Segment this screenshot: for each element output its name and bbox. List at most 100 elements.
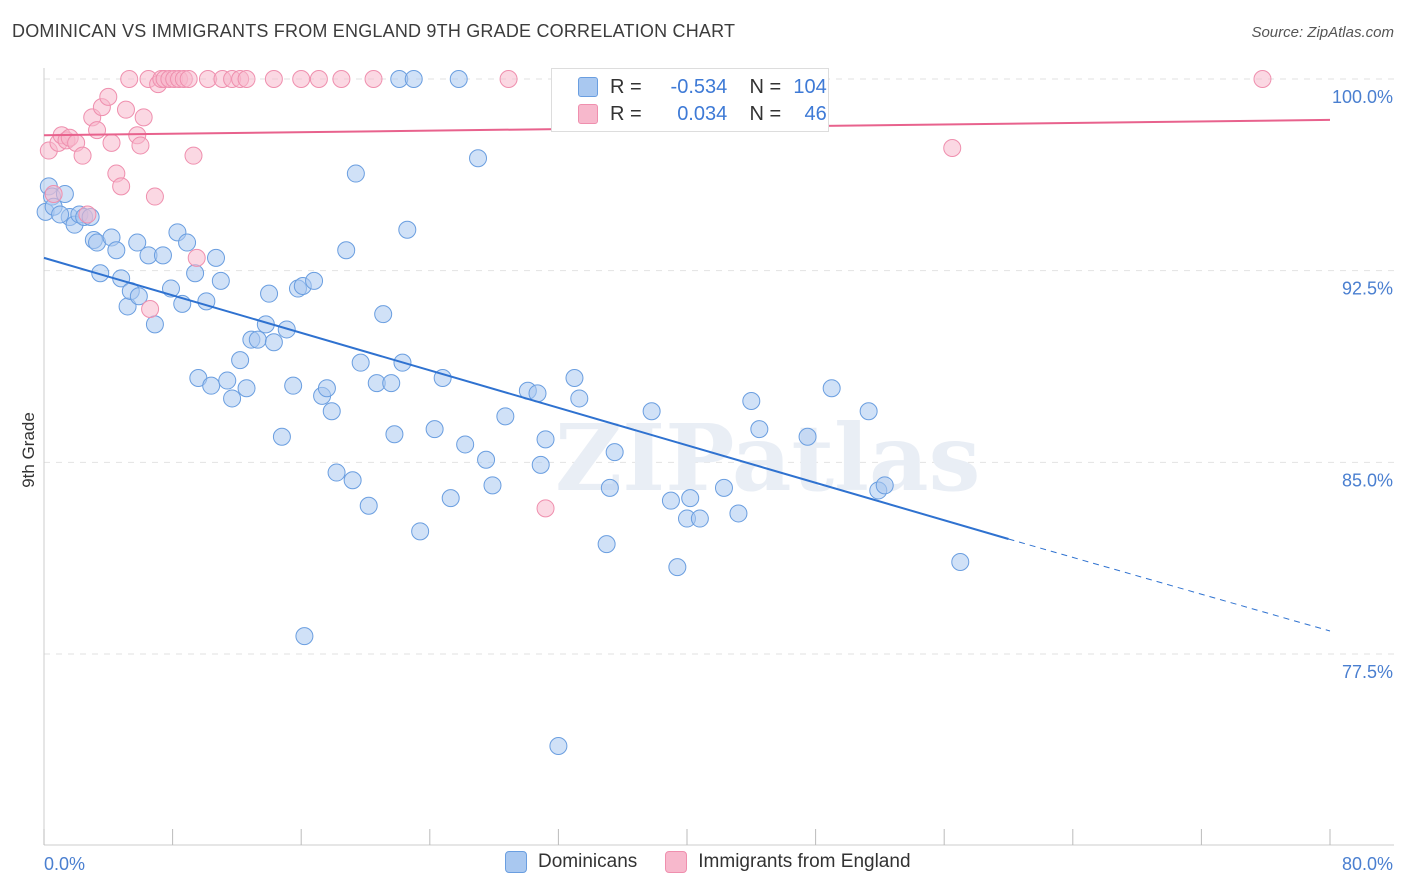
dominicans-point: [351, 353, 370, 372]
dominicans-point: [411, 522, 430, 541]
england-point: [187, 248, 206, 267]
dominicans-point: [496, 407, 515, 426]
legend-n-label: N =: [749, 102, 782, 125]
dominicans-point: [91, 264, 110, 283]
england-point: [73, 146, 92, 165]
legend-n-value: 104: [793, 75, 827, 98]
england-point: [116, 100, 135, 119]
dominicans-point: [264, 333, 283, 352]
legend-swatch-blue: [578, 77, 598, 97]
dominicans-point: [207, 248, 226, 267]
dominicans-point: [549, 737, 568, 755]
legend-row-england: R = 0.034 N = 46: [578, 101, 827, 127]
dominicans-point: [469, 149, 488, 168]
series-legend: Dominicans Immigrants from England: [505, 851, 939, 873]
dominicans-point: [343, 471, 362, 490]
dominicans-point: [605, 443, 624, 462]
dominicans-point: [441, 489, 460, 508]
legend-label-england: Immigrants from England: [698, 851, 911, 872]
england-point: [120, 70, 139, 88]
dominicans-point: [260, 284, 279, 303]
dominicans-trend-extension: [1008, 538, 1331, 632]
x-tick-label: 0.0%: [44, 854, 85, 874]
dominicans-point: [153, 246, 172, 265]
legend-swatch-pink: [578, 104, 598, 124]
dominicans-point: [456, 435, 475, 454]
dominicans-point: [51, 205, 70, 224]
dominicans-point: [742, 392, 761, 410]
england-point: [292, 70, 311, 88]
legend-r-label: R =: [610, 102, 642, 125]
legend-label-dominicans: Dominicans: [538, 851, 638, 872]
dominicans-point: [425, 420, 444, 439]
england-point: [332, 70, 351, 88]
legend-swatch-england: [665, 851, 688, 873]
legend-row-dominicans: R = -0.534 N = 104: [578, 74, 827, 100]
dominicans-point: [661, 491, 680, 510]
england-point: [184, 146, 203, 165]
dominicans-point: [536, 430, 555, 449]
england-point: [134, 108, 153, 127]
dominicans-point: [951, 553, 970, 571]
dominicans-point: [477, 450, 496, 469]
dominicans-point: [305, 271, 324, 290]
dominicans-point: [822, 379, 841, 398]
legend-n-value: 46: [804, 102, 827, 125]
england-point: [131, 136, 150, 155]
dominicans-point: [337, 241, 356, 260]
source-label: Source: ZipAtlas.com: [1251, 24, 1394, 41]
dominicans-point: [729, 504, 748, 523]
england-point: [78, 205, 97, 224]
dominicans-point: [398, 220, 417, 239]
england-point: [943, 139, 962, 157]
dominicans-point: [597, 535, 616, 554]
england-point: [536, 499, 555, 518]
dominicans-point: [382, 374, 401, 393]
dominicans-point: [128, 233, 147, 252]
dominicans-point: [248, 330, 267, 349]
england-point: [141, 300, 160, 318]
england-point: [145, 187, 164, 206]
england-point: [88, 121, 107, 140]
dominicans-point: [107, 241, 126, 260]
legend-item-dominicans[interactable]: Dominicans: [505, 851, 637, 873]
dominicans-point: [600, 478, 619, 497]
england-point: [309, 70, 328, 88]
legend-item-england[interactable]: Immigrants from England: [665, 851, 911, 873]
dominicans-point: [272, 427, 291, 446]
england-point: [364, 70, 383, 88]
legend-swatch-dominicans: [505, 851, 527, 873]
dominicans-trend-line: [43, 256, 1009, 540]
dominicans-point: [565, 369, 584, 387]
dominicans-point: [223, 389, 242, 408]
chart-title: DOMINICAN VS IMMIGRANTS FROM ENGLAND 9TH…: [12, 21, 736, 41]
dominicans-point: [875, 476, 894, 495]
england-point: [99, 87, 118, 106]
dominicans-point: [317, 379, 336, 398]
dominicans-point: [211, 271, 230, 290]
dominicans-point: [346, 164, 365, 183]
y-tick-label: 100.0%: [1332, 87, 1393, 107]
england-point: [499, 70, 518, 88]
dominicans-point: [237, 379, 256, 398]
england-point: [112, 177, 131, 196]
england-point: [1253, 70, 1272, 88]
dominicans-point: [145, 315, 164, 334]
dominicans-point: [322, 402, 341, 421]
dominicans-point: [231, 351, 250, 370]
dominicans-point: [531, 455, 550, 474]
watermark: ZIPatlas: [555, 404, 980, 512]
dominicans-point: [714, 478, 733, 497]
dominicans-point: [668, 558, 687, 577]
legend-r-value: 0.034: [677, 102, 728, 125]
dominicans-point: [404, 70, 423, 88]
y-tick-label: 77.5%: [1342, 662, 1393, 682]
dominicans-point: [186, 264, 205, 283]
dominicans-point: [798, 427, 817, 446]
dominicans-point: [284, 376, 303, 395]
dominicans-point: [327, 463, 346, 482]
dominicans-point: [570, 389, 589, 408]
x-tick-label: 80.0%: [1342, 854, 1393, 874]
dominicans-point: [129, 287, 148, 306]
dominicans-point: [449, 70, 468, 88]
